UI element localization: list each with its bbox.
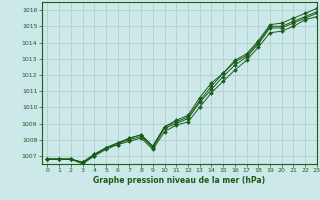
X-axis label: Graphe pression niveau de la mer (hPa): Graphe pression niveau de la mer (hPa) [93, 176, 265, 185]
